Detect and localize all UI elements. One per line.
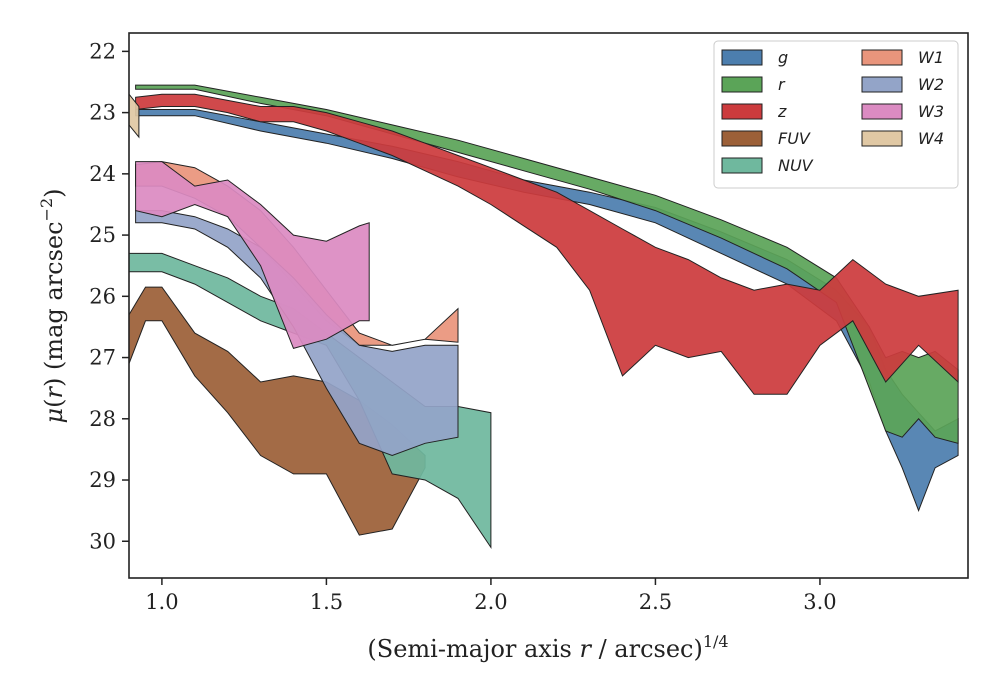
y-tick-label: 24 bbox=[89, 162, 116, 186]
y-axis-ticks: 22 23 24 25 26 27 28 29 30 bbox=[89, 39, 129, 553]
legend: grz FUV NUV W1 W2 W3 W4 bbox=[713, 40, 959, 189]
y-tick-label: 28 bbox=[89, 407, 116, 431]
band-r bbox=[135, 84, 959, 444]
band-nuv bbox=[128, 252, 492, 550]
y-tick-label: 29 bbox=[89, 468, 116, 492]
x-tick-label: 2.5 bbox=[639, 590, 672, 614]
y-tick-label: 27 bbox=[89, 346, 116, 370]
legend-swatch-w2 bbox=[861, 76, 903, 93]
legend-swatch-r bbox=[721, 76, 763, 93]
x-tick-label: 1.0 bbox=[145, 590, 178, 614]
y-tick-label: 23 bbox=[89, 101, 116, 125]
legend-label-r: r bbox=[778, 75, 786, 94]
y-tick-label: 26 bbox=[89, 284, 116, 308]
legend-swatch-fuv bbox=[721, 130, 763, 147]
legend-swatch-nuv bbox=[721, 157, 763, 174]
x-axis-label: (Semi-major axis r / arcsec)1/4 bbox=[367, 632, 728, 663]
legend-swatch-w1 bbox=[861, 49, 903, 66]
legend-swatch-z bbox=[721, 103, 763, 120]
x-tick-label: 3.0 bbox=[803, 590, 836, 614]
legend-swatch-w4 bbox=[861, 130, 903, 147]
y-tick-label: 30 bbox=[89, 529, 116, 553]
x-axis-ticks: 1.0 1.5 2.0 2.5 3.0 bbox=[145, 578, 837, 614]
legend-label-w4: W4 bbox=[918, 129, 944, 148]
y-tick-label: 22 bbox=[89, 39, 116, 63]
legend-label-nuv: NUV bbox=[778, 156, 814, 175]
band-z bbox=[135, 93, 959, 395]
legend-swatch-w3 bbox=[861, 103, 903, 120]
legend-label-fuv: FUV bbox=[778, 129, 811, 148]
legend-label-z: z bbox=[777, 102, 787, 121]
x-tick-label: 1.5 bbox=[310, 590, 343, 614]
y-axis-label: μ(r) (mag arcsec−2) bbox=[37, 188, 68, 423]
legend-swatch-g bbox=[721, 49, 763, 66]
legend-label-w1: W1 bbox=[918, 48, 944, 67]
x-tick-label: 2.0 bbox=[474, 590, 507, 614]
legend-label-w3: W3 bbox=[918, 102, 944, 121]
plot-bands bbox=[128, 84, 959, 550]
band-w3 bbox=[135, 161, 370, 350]
legend-label-w2: W2 bbox=[918, 75, 944, 94]
y-tick-label: 25 bbox=[89, 223, 116, 247]
legend-label-g: g bbox=[778, 48, 788, 67]
plot-frame bbox=[128, 32, 969, 579]
